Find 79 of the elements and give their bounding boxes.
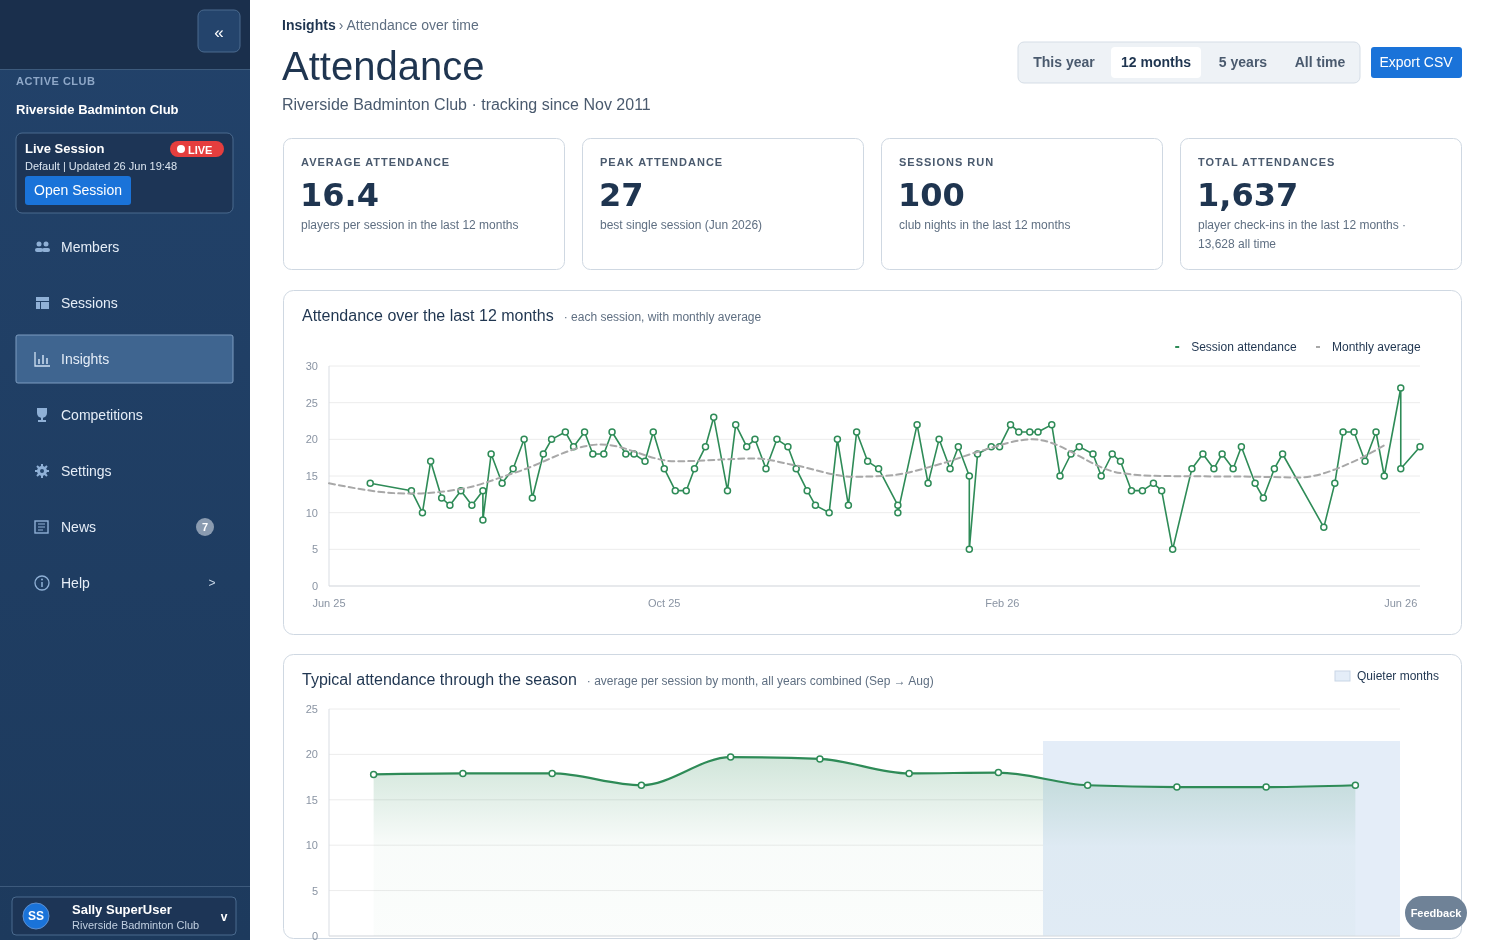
- text: Help: [61, 575, 91, 591]
- y-tick-label: 15: [305, 793, 318, 806]
- text: 5 years: [1218, 54, 1268, 70]
- x-tick-label: Jun 25: [312, 597, 346, 609]
- point: [1173, 783, 1181, 791]
- text: Live Session: [25, 141, 105, 156]
- y-tick-label: 15: [305, 470, 318, 482]
- text: Insights: [282, 17, 336, 33]
- text: This year: [1033, 54, 1096, 70]
- point: [459, 769, 467, 778]
- y-tick-label: 0: [311, 580, 318, 592]
- y-tick-label: 25: [305, 703, 318, 715]
- text: 100: [898, 176, 965, 214]
- y-tick-label: 10: [305, 839, 318, 852]
- text: 12 months: [1120, 54, 1192, 70]
- y-tick-label: 20: [305, 433, 318, 446]
- text: › Attendance over time: [338, 17, 479, 33]
- chart-title: Typical attendance through the season: [302, 671, 577, 688]
- text: Riverside Badminton Club: [16, 102, 179, 117]
- y-tick-label: 30: [305, 360, 318, 372]
- text: Open Session: [34, 182, 122, 198]
- point: [1262, 783, 1270, 791]
- point: [905, 769, 913, 778]
- point: [726, 753, 735, 761]
- text: «: [214, 23, 224, 42]
- chart-subtitle: · average per session by month, all years combined (Sep → Aug): [586, 674, 934, 688]
- point: [637, 781, 646, 790]
- point: [816, 755, 824, 763]
- point: [1083, 781, 1092, 790]
- y-tick-label: 25: [305, 396, 318, 409]
- text: v: [220, 910, 228, 924]
- text: SESSIONS RUN: [899, 156, 995, 168]
- text: SS: [27, 909, 45, 923]
- point: [548, 769, 556, 778]
- text: AVERAGE ATTENDANCE: [301, 156, 451, 168]
- chart-subtitle: · each session, with monthly average: [563, 310, 762, 324]
- text: PEAK ATTENDANCE: [600, 156, 724, 168]
- y-tick-label: 5: [311, 884, 318, 897]
- text: Default | Updated 26 Jun 19:48: [25, 160, 178, 172]
- text: Attendance: [282, 44, 485, 88]
- text: 16.4: [300, 176, 379, 214]
- text: Riverside Badminton Club · tracking since Nov 2011: [282, 96, 651, 113]
- text: club nights in the last 12 months: [899, 218, 1071, 232]
- text: 13,628 all time: [1198, 237, 1277, 251]
- text: players per session in the last 12 months: [301, 218, 519, 232]
- text: Quieter months: [1357, 669, 1440, 683]
- text: Sessions: [61, 295, 118, 311]
- text: TOTAL ATTENDANCES: [1198, 156, 1336, 168]
- text: Settings: [61, 463, 112, 479]
- text: 27: [599, 176, 644, 214]
- text: Export CSV: [1379, 54, 1454, 70]
- text: 1,637: [1197, 176, 1299, 214]
- text: 7: [201, 521, 209, 533]
- text: LIVE: [188, 143, 213, 156]
- legend-label: Session attendance: [1191, 340, 1297, 354]
- x-tick-label: Feb 26: [985, 597, 1020, 609]
- point: [1351, 781, 1360, 790]
- text: best single session (Jun 2026): [600, 218, 763, 232]
- text: News: [61, 519, 97, 535]
- point: [994, 768, 1003, 777]
- point: [369, 770, 378, 779]
- text: Riverside Badminton Club: [72, 919, 200, 931]
- text: >: [208, 576, 216, 590]
- y-tick-label: 20: [305, 748, 318, 761]
- text: Feedback: [1410, 907, 1463, 919]
- y-tick-label: 5: [311, 543, 318, 556]
- y-tick-label: 10: [305, 506, 318, 519]
- text: Members: [61, 239, 120, 255]
- text: All time: [1294, 54, 1346, 70]
- text: Competitions: [61, 407, 143, 423]
- x-tick-label: Oct 25: [648, 597, 681, 609]
- text: ACTIVE CLUB: [16, 75, 96, 87]
- chart-title: Attendance over the last 12 months: [302, 307, 554, 324]
- text: Sally SuperUser: [72, 902, 172, 917]
- y-tick-label: 0: [311, 930, 318, 942]
- text: player check-ins in the last 12 months ·: [1198, 218, 1407, 232]
- x-tick-label: Jun 26: [1384, 597, 1418, 609]
- legend-label: Monthly average: [1332, 340, 1422, 354]
- text: Insights: [61, 351, 110, 367]
